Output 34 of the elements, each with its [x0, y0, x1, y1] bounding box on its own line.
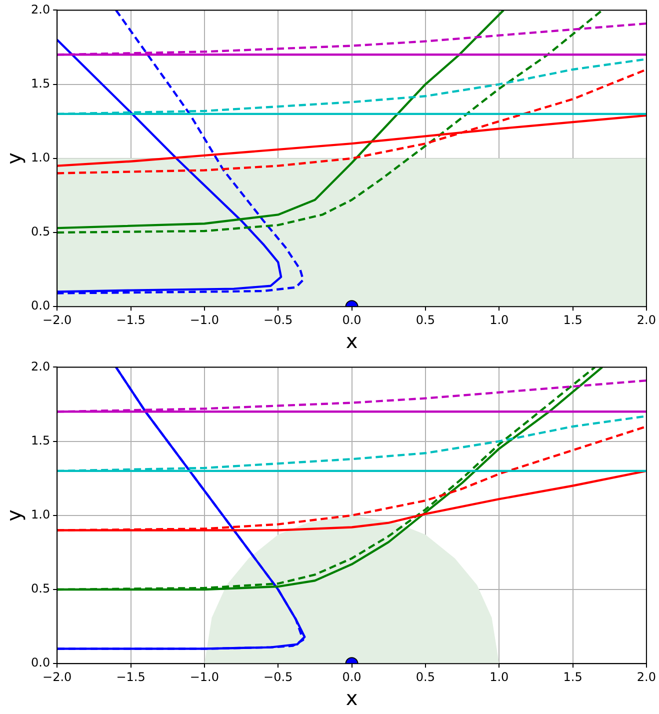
y-tick-label: 2.0 — [30, 359, 50, 374]
x-tick-label: 2.0 — [636, 670, 656, 684]
y-tick-label: 0.0 — [30, 656, 50, 670]
x-tick-label: −1.5 — [116, 312, 146, 327]
x-tick-label: −2.0 — [42, 312, 72, 327]
line-series — [57, 10, 604, 234]
y-axis-title: y — [2, 509, 26, 522]
y-axis-title: y — [2, 152, 26, 164]
x-tick-label: 1.5 — [563, 312, 582, 327]
x-tick-label: 1.0 — [490, 670, 509, 684]
x-tick-label: −1.5 — [116, 670, 146, 684]
x-tick-label: −2.0 — [42, 670, 72, 684]
y-tick-label: 0.5 — [30, 582, 50, 596]
x-tick-label: 2.0 — [636, 312, 656, 327]
y-tick-label: 0.5 — [30, 224, 50, 239]
x-tick-label: −0.5 — [264, 670, 293, 684]
y-tick-label: 1.0 — [30, 508, 50, 522]
x-tick-label: −0.5 — [264, 312, 293, 327]
x-tick-label: 1.5 — [563, 670, 582, 684]
line-series — [57, 68, 646, 174]
x-tick-label: 1.0 — [490, 312, 509, 327]
y-tick-label: 0.0 — [30, 298, 50, 313]
x-tick-label: 0.0 — [342, 312, 362, 327]
x-tick-label: −1.0 — [190, 670, 219, 684]
y-tick-label: 2.0 — [30, 2, 50, 16]
y-tick-label: 1.5 — [30, 433, 50, 448]
x-tick-label: 0.5 — [416, 312, 435, 327]
x-axis-title: x — [346, 329, 358, 354]
x-tick-label: 0.5 — [416, 670, 435, 684]
y-tick-label: 1.5 — [30, 76, 50, 90]
x-axis-title: x — [346, 686, 358, 710]
x-tick-label: 0.0 — [342, 670, 362, 684]
x-tick-label: −1.0 — [190, 312, 219, 327]
y-tick-label: 1.0 — [30, 150, 50, 165]
